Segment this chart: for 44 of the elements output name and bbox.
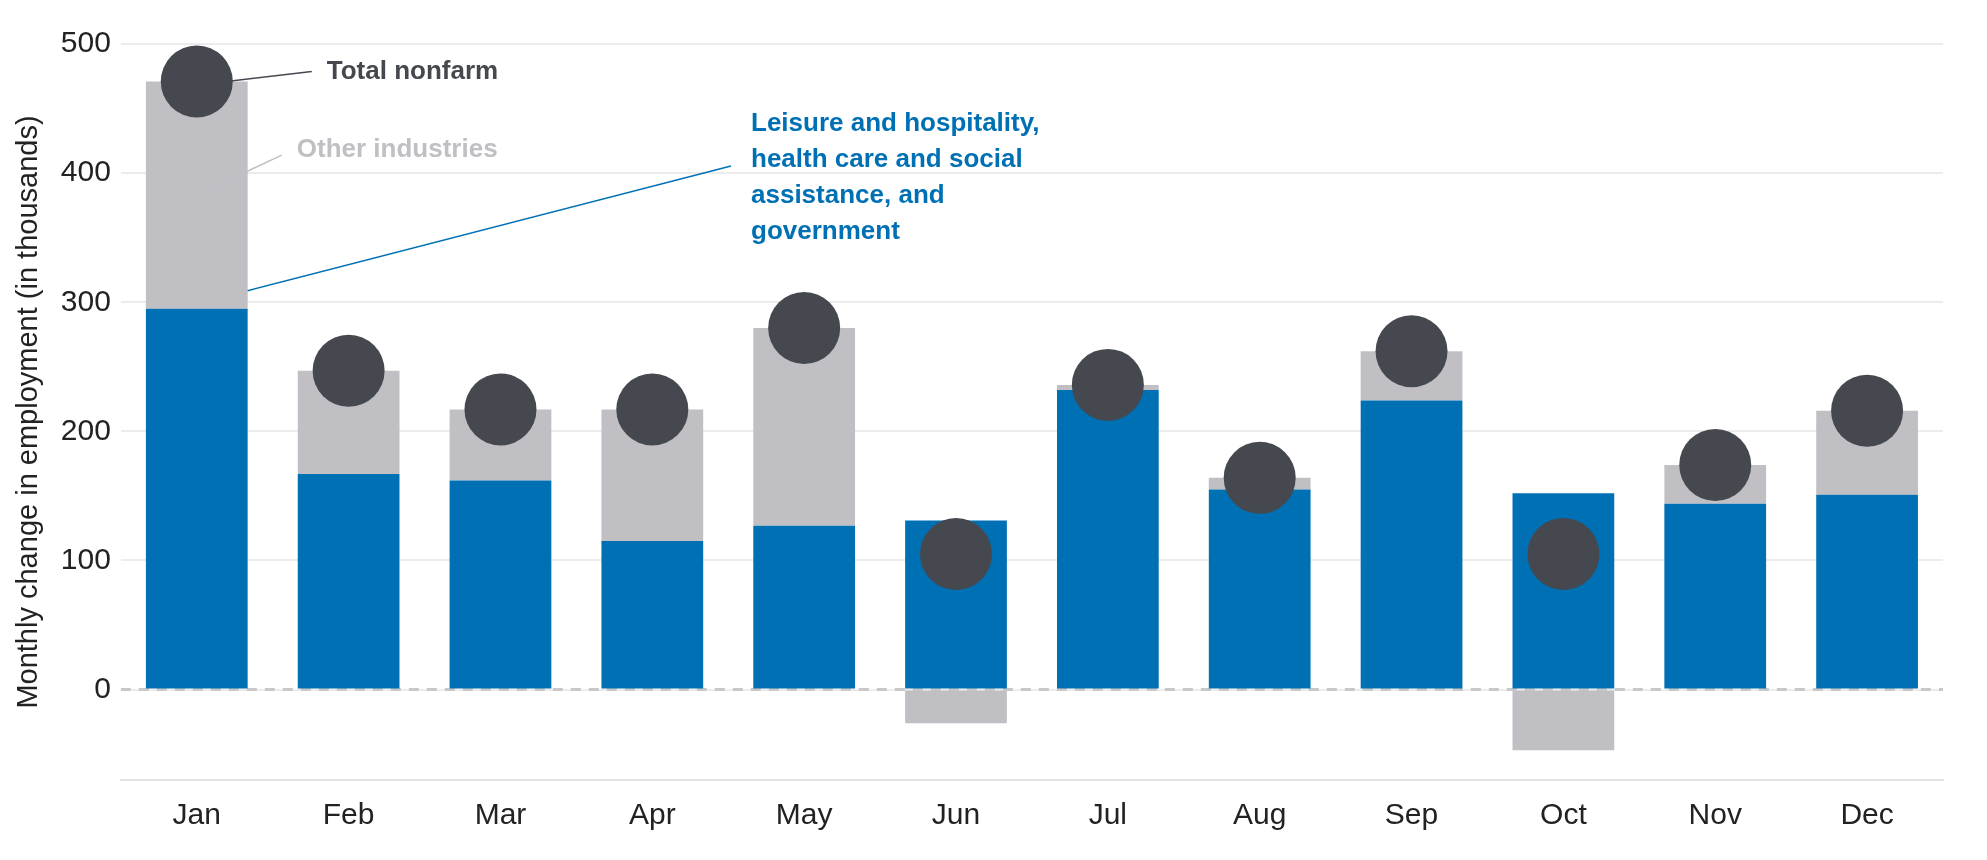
point <box>616 373 689 446</box>
legend-label: Total nonfarm <box>326 54 499 85</box>
x-tick-label: Apr <box>628 797 676 831</box>
bar <box>753 525 856 689</box>
point <box>1831 374 1904 447</box>
x-tick-label: Jan <box>172 797 221 831</box>
point <box>464 373 537 446</box>
x-tick-label: Dec <box>1840 797 1894 831</box>
bar <box>1360 400 1463 689</box>
point <box>1679 428 1752 501</box>
bar <box>753 328 856 526</box>
x-tick-label: Oct <box>1540 797 1588 831</box>
x-tick-label: Jun <box>931 797 981 831</box>
bar <box>1816 494 1918 689</box>
x-tick-label: Nov <box>1688 797 1742 831</box>
x-tick-label: May <box>775 797 833 831</box>
x-tick-label: Aug <box>1233 797 1287 831</box>
x-tick-label: Jul <box>1088 797 1128 831</box>
point <box>1223 441 1296 514</box>
bar <box>449 480 552 689</box>
bar <box>1664 503 1767 689</box>
y-tick-label: 500 <box>60 25 111 59</box>
bar <box>1208 489 1311 689</box>
y-tick-label: 0 <box>94 670 111 704</box>
y-tick-label: 100 <box>60 541 111 575</box>
bar <box>297 473 400 689</box>
point <box>920 518 992 591</box>
bar <box>145 308 248 689</box>
y-tick-label: 400 <box>60 154 111 188</box>
x-tick-label: Feb <box>322 797 375 831</box>
bar <box>1056 390 1159 689</box>
y-tick-label: 300 <box>60 283 111 317</box>
point <box>1071 348 1144 421</box>
series-label: Other industries <box>296 133 498 164</box>
text: Leisure and hospitality, health care and social assistance, and government <box>751 107 1040 246</box>
y-tick-label: 200 <box>60 412 111 446</box>
point <box>312 334 385 407</box>
point <box>768 292 841 365</box>
x-tick-label: Sep <box>1384 797 1439 831</box>
bar <box>601 541 704 689</box>
y-axis-title: Monthly change in employment (in thousands) <box>11 115 44 709</box>
x-tick-label: Mar <box>474 797 527 831</box>
point <box>160 45 233 118</box>
point <box>1375 315 1448 388</box>
